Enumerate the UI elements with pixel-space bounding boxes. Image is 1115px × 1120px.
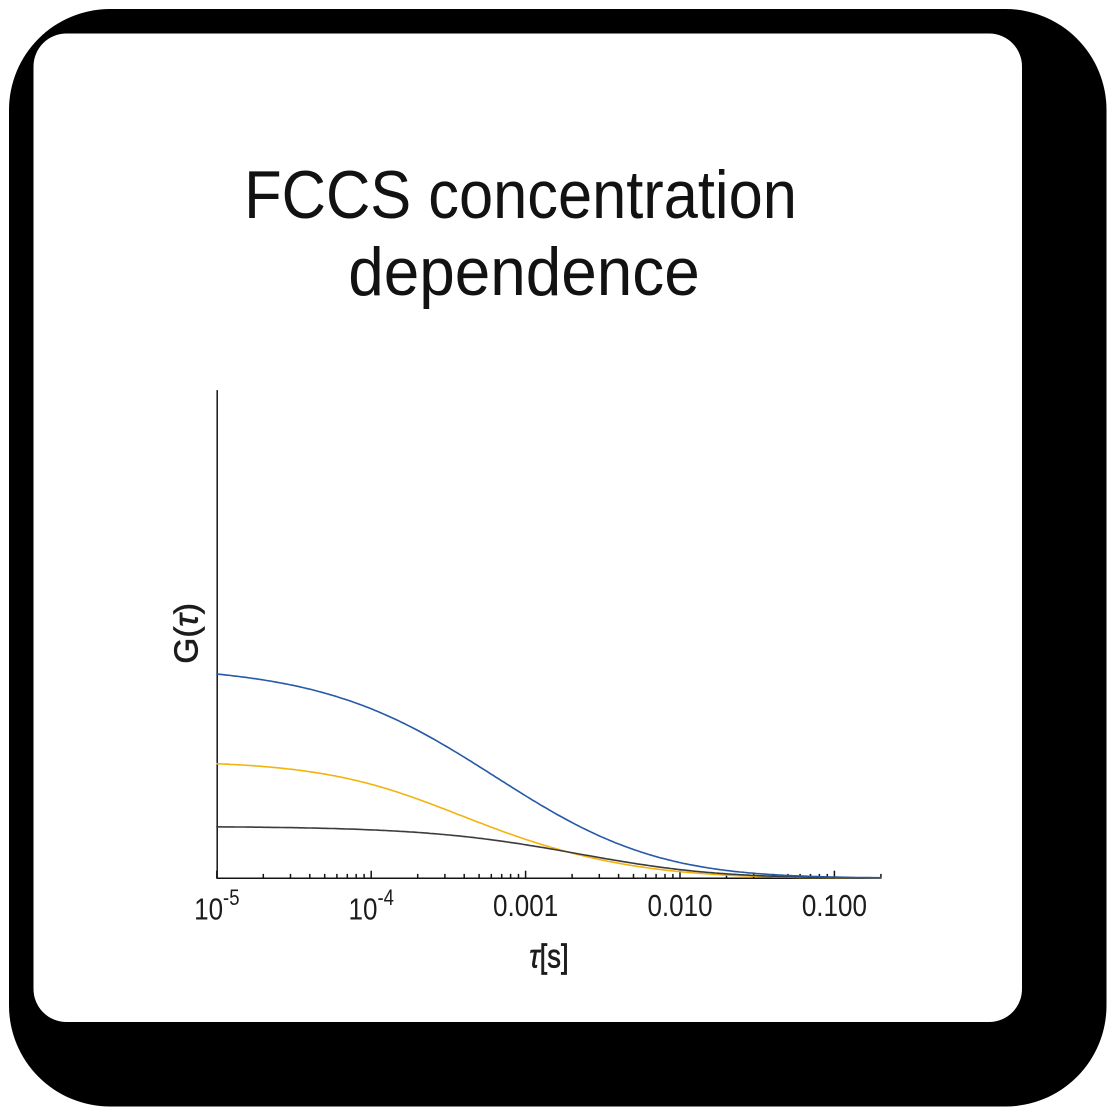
svg-text:τ[s]: τ[s] bbox=[529, 939, 568, 975]
svg-text:0.001: 0.001 bbox=[493, 889, 558, 924]
svg-text:0.010: 0.010 bbox=[647, 889, 712, 924]
svg-text:FCCS concentration: FCCS concentration bbox=[244, 156, 797, 233]
svg-text:0.100: 0.100 bbox=[802, 889, 867, 924]
svg-text:G(τ): G(τ) bbox=[169, 603, 206, 664]
svg-text:dependence: dependence bbox=[348, 233, 699, 309]
